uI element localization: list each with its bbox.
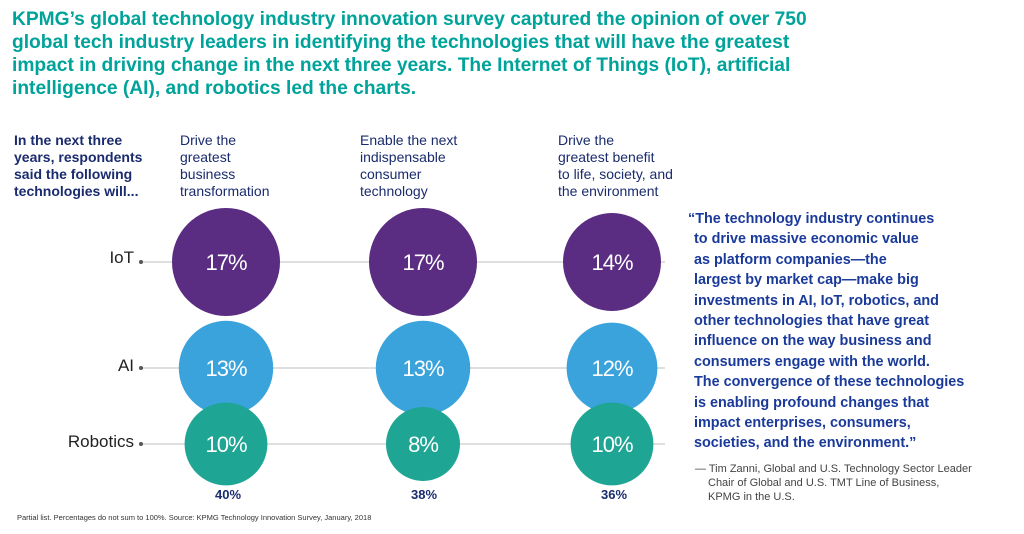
bubble-label-robotics-2: 10% [591,432,632,457]
headline-line: impact in driving change in the next thr… [12,55,791,76]
quote-line: “The technology industry continues [688,211,935,227]
headline: KPMG’s global technology industry innova… [12,8,812,100]
column-header-line: to life, society, and [558,166,673,182]
bubble-iot-0 [172,208,280,316]
quote-line: investments in AI, IoT, robotics, and [694,292,939,309]
quote: “The technology industry continues to dr… [688,209,964,454]
quote-line: to drive massive economic value [694,231,919,248]
bubble-iot-1 [369,208,477,316]
quote-line: as platform companies—the [694,251,887,268]
attribution: — Tim Zanni, Global and U.S. Technology … [695,462,972,504]
column-header-line: technology [360,183,428,199]
bubble-label-ai-0: 13% [205,356,246,381]
quote-line: consumers engage with the world. [694,353,930,370]
quote-line: largest by market cap—make big [694,272,919,289]
row-dot-iot [139,260,143,264]
row-label-ai: AI [117,356,134,375]
column-header-line: greatest benefit [558,149,655,165]
quote-line: other technologies that have great [694,313,930,330]
bubble-label-iot-1: 17% [402,250,443,275]
attribution-line: — Tim Zanni, Global and U.S. Technology … [695,463,972,475]
column-header-line: Enable the next [360,132,458,148]
lead-line: technologies will... [14,183,139,199]
bubble-label-ai-1: 13% [402,356,443,381]
column-header-line: greatest [180,149,231,165]
column-header-consumer: Enable the next indispensable consumer t… [360,132,457,200]
column-header-line: transformation [180,183,270,199]
column-header-line: Drive the [180,132,237,148]
bubble-ai-1 [375,320,471,416]
column-header-line: consumer [360,166,422,182]
row-dot-robotics [139,442,143,446]
bubble-robotics-1 [386,407,460,481]
column-header-line: business [180,166,236,182]
lead-text: In the next three years, respondents sai… [14,132,174,200]
total-consumer: 38% [410,487,438,502]
quote-line: is enabling profound changes that [694,394,930,411]
lead-line: years, respondents [14,149,143,165]
attribution-line: Chair of Global and U.S. TMT Line of Bus… [708,477,940,489]
bubble-label-robotics-1: 8% [408,432,438,457]
footnote: Partial list. Percentages do not sum to … [17,513,372,522]
bubble-robotics-2 [570,402,654,486]
row-label-iot: IoT [109,248,134,267]
headline-line: KPMG’s global technology industry innova… [12,9,807,30]
quote-line: impact enterprises, consumers, [694,415,911,432]
quote-line: societies, and the environment.” [694,435,917,452]
bubble-label-iot-2: 14% [591,250,632,275]
column-header-line: the environment [558,183,659,199]
total-society: 36% [600,487,628,502]
bubble-robotics-0 [184,402,268,486]
bubble-label-robotics-0: 10% [205,432,246,457]
bubble-ai-2 [566,322,658,414]
lead-line: In the next three [14,132,123,148]
row-dot-ai [139,366,143,370]
bubble-label-ai-2: 12% [591,356,632,381]
quote-line: The convergence of these technologies [694,374,965,391]
column-header-line: indispensable [360,149,446,165]
attribution-line: KPMG in the U.S. [708,491,795,503]
column-header-society: Drive the greatest benefit to life, soci… [558,132,673,200]
lead-line: said the following [14,166,133,182]
row-label-robotics: Robotics [67,432,134,451]
column-header-line: Drive the [558,132,615,148]
total-business: 40% [214,487,242,502]
bubble-iot-2 [563,213,661,311]
bubble-label-iot-0: 17% [205,250,246,275]
bubble-ai-0 [178,320,274,416]
headline-line: global tech industry leaders in identify… [12,32,790,53]
column-header-business: Drive the greatest business transformati… [180,132,269,200]
quote-line: influence on the way business and [694,333,932,350]
headline-line: intelligence (AI), and robotics led the … [12,78,417,99]
